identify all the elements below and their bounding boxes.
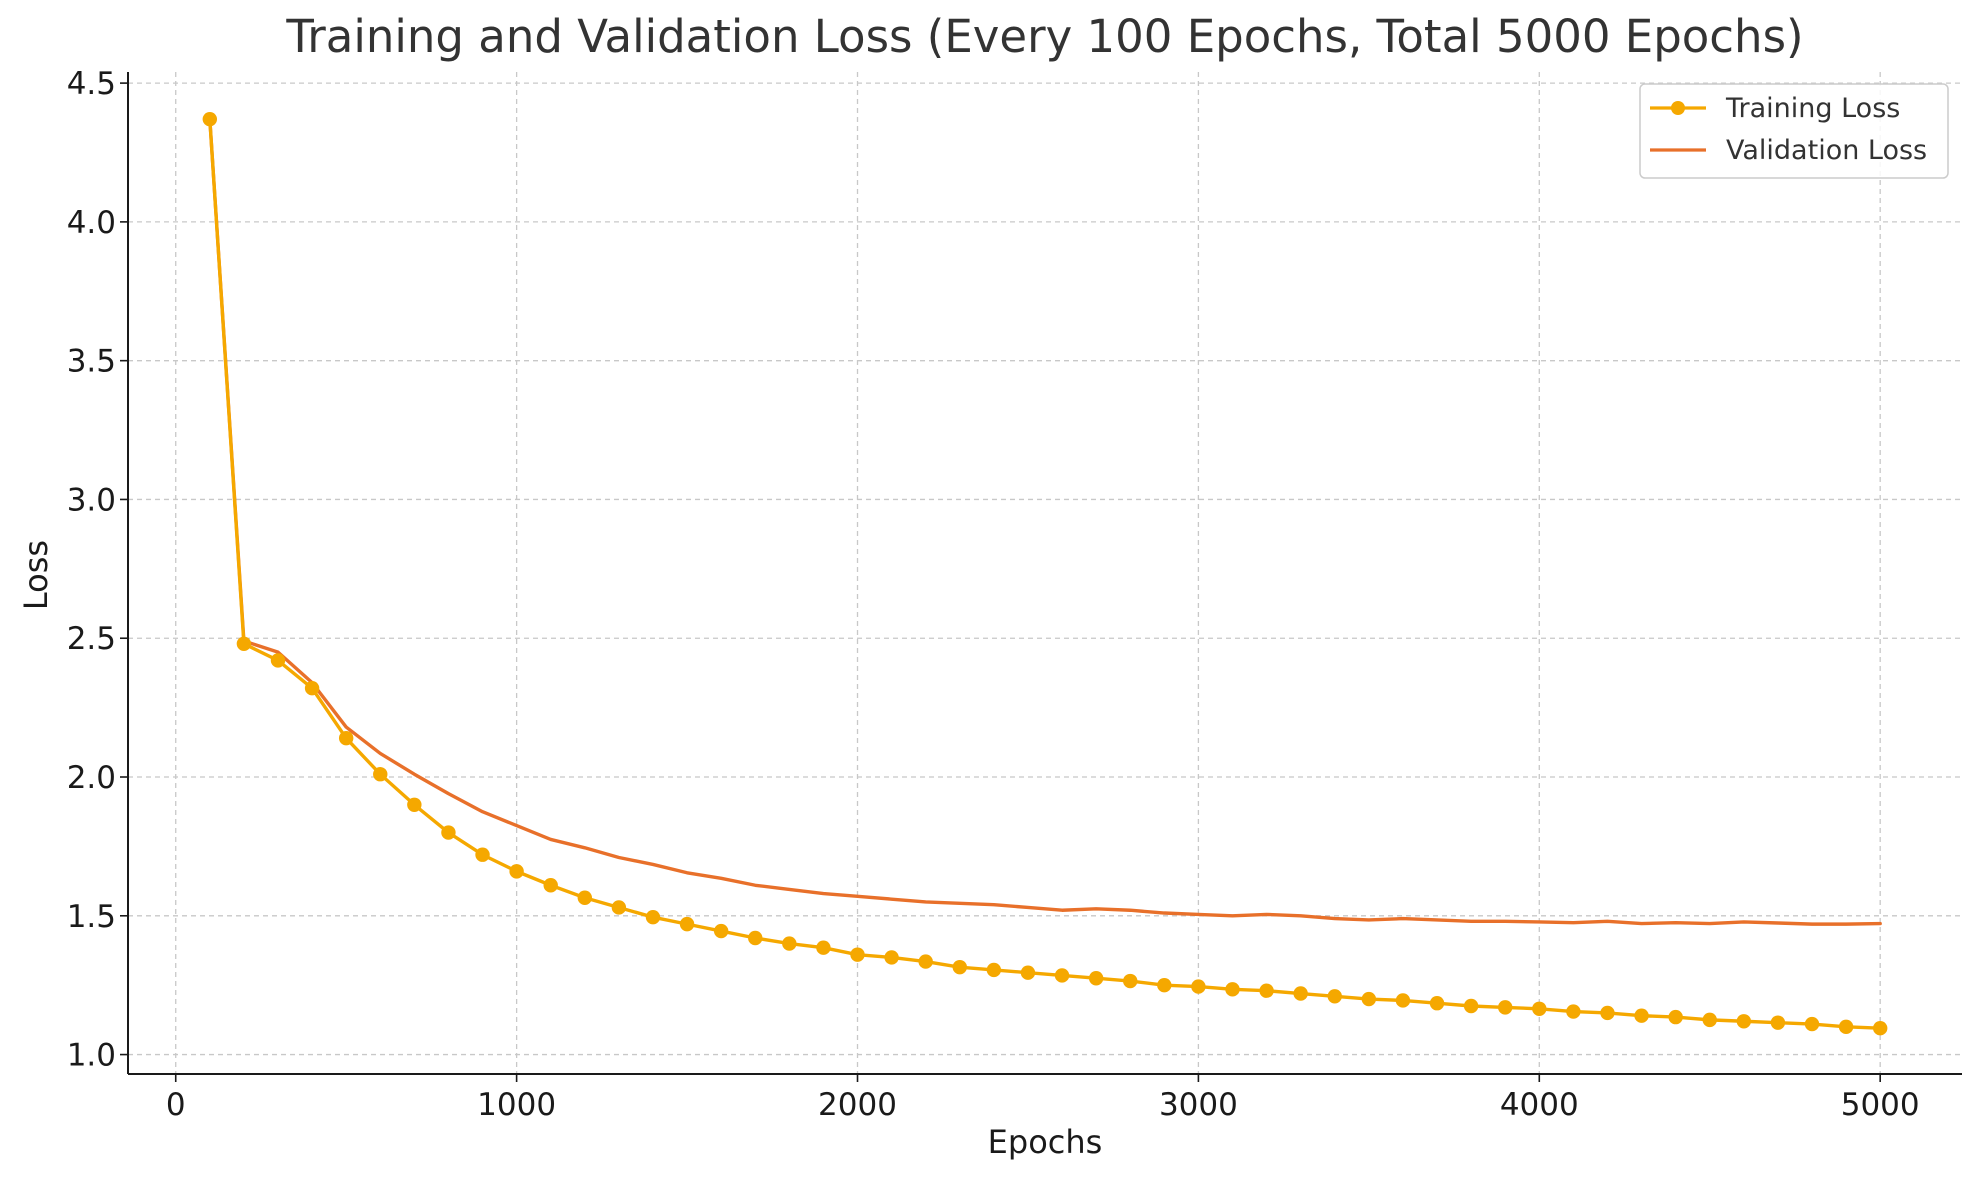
data-point-training-loss — [1293, 986, 1308, 1001]
data-point-training-loss — [713, 923, 729, 939]
data-point-training-loss — [1429, 996, 1445, 1011]
y-tick-label: 2.5 — [67, 621, 116, 657]
y-tick-label: 4.5 — [67, 66, 116, 102]
series-layer — [202, 111, 1888, 1036]
x-tick-label: 0 — [166, 1087, 186, 1123]
x-axis-label: Epochs — [988, 1123, 1103, 1161]
y-axis-label: Loss — [17, 540, 55, 610]
data-point-training-loss — [816, 940, 831, 955]
data-point-training-loss — [645, 909, 661, 925]
data-point-training-loss — [850, 947, 865, 962]
data-point-training-loss — [1872, 1021, 1888, 1036]
data-point-training-loss — [577, 890, 592, 905]
data-point-training-loss — [373, 767, 388, 782]
data-point-training-loss — [952, 959, 967, 975]
data-point-training-loss — [1566, 1004, 1581, 1019]
data-point-training-loss — [236, 636, 252, 651]
data-point-training-loss — [1532, 1001, 1547, 1016]
data-point-training-loss — [441, 825, 456, 840]
data-point-training-loss — [1600, 1005, 1615, 1021]
data-point-training-loss — [543, 878, 558, 893]
data-point-training-loss — [1123, 973, 1138, 989]
data-point-training-loss — [1395, 993, 1411, 1008]
data-point-training-loss — [338, 730, 354, 746]
data-point-training-loss — [611, 900, 627, 915]
data-point-training-loss — [1838, 1019, 1854, 1035]
x-tick-label: 3000 — [1159, 1087, 1238, 1123]
axes-layer — [127, 72, 1962, 1075]
data-point-training-loss — [1498, 1000, 1513, 1015]
data-point-training-loss — [1804, 1016, 1820, 1032]
data-point-training-loss — [884, 950, 899, 965]
data-point-training-loss — [407, 797, 422, 812]
y-tick-label: 1.5 — [67, 899, 116, 935]
data-point-training-loss — [1668, 1009, 1683, 1025]
data-point-training-loss — [1361, 991, 1377, 1007]
legend-box — [1639, 83, 1949, 179]
data-point-training-loss — [1463, 998, 1479, 1014]
data-point-training-loss — [1736, 1014, 1752, 1029]
data-point-training-loss — [1225, 982, 1240, 997]
data-point-training-loss — [509, 864, 524, 879]
data-point-training-loss — [1157, 977, 1172, 993]
y-tick-label: 3.5 — [67, 344, 116, 380]
y-tick-label: 4.0 — [67, 205, 116, 241]
data-point-training-loss — [1702, 1012, 1717, 1028]
y-tick-label: 3.0 — [67, 482, 116, 518]
data-point-training-loss — [1327, 989, 1342, 1004]
x-tick-label: 4000 — [1500, 1087, 1579, 1123]
data-point-training-loss — [986, 962, 1002, 978]
ticks-layer: 0 1000 2000 3000 4000 5000 1.0 1.5 2.0 2.5 3.0 3.5 4… — [67, 66, 1920, 1123]
data-point-training-loss — [1259, 983, 1274, 998]
legend: Training Loss Validation Loss — [1639, 83, 1949, 179]
grid-layer — [128, 72, 1962, 1074]
data-point-training-loss — [1770, 1015, 1786, 1030]
data-point-training-loss — [1088, 971, 1104, 986]
data-point-training-loss — [679, 916, 695, 932]
x-tick-label: 1000 — [477, 1087, 556, 1123]
data-point-training-loss — [918, 954, 933, 969]
y-tick-label: 2.0 — [67, 760, 116, 796]
legend-label-validation-loss: Validation Loss — [1726, 135, 1927, 166]
series-line-validation-loss — [208, 117, 1882, 926]
data-point-training-loss — [1634, 1008, 1649, 1023]
data-point-training-loss — [475, 847, 490, 862]
data-point-training-loss — [1191, 979, 1206, 994]
legend-marker-training-loss — [1671, 101, 1685, 115]
data-point-training-loss — [782, 936, 797, 951]
data-point-training-loss — [304, 680, 320, 696]
data-point-training-loss — [1020, 965, 1036, 980]
chart-title: Training and Validation Loss (Every 100 … — [285, 10, 1803, 63]
data-point-training-loss — [1054, 968, 1070, 983]
data-point-training-loss — [270, 653, 286, 668]
data-point-training-loss — [748, 930, 763, 946]
y-tick-label: 1.0 — [67, 1038, 116, 1074]
x-tick-label: 2000 — [818, 1087, 897, 1123]
data-point-training-loss — [202, 111, 218, 127]
x-tick-label: 5000 — [1841, 1087, 1920, 1123]
legend-label-training-loss: Training Loss — [1725, 93, 1900, 124]
